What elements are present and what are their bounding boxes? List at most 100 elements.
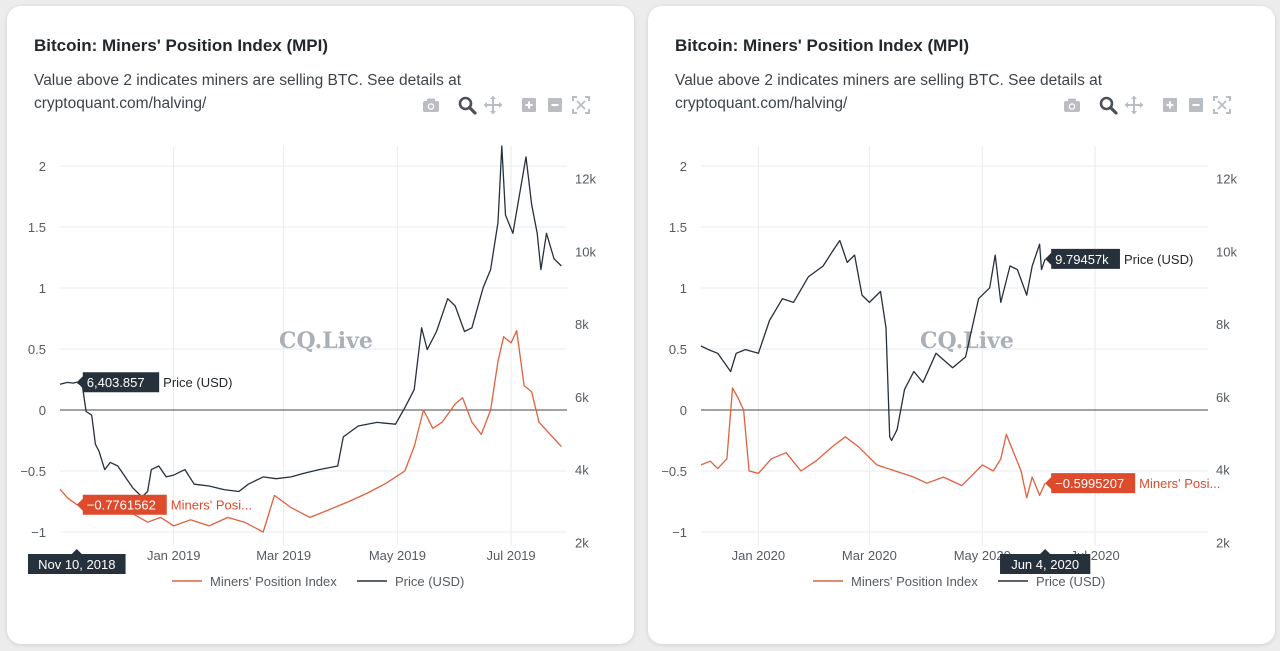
subtitle-link[interactable]: cryptoquant.com/halving/ (34, 95, 207, 112)
chart-card-right: Bitcoin: Miners' Position Index (MPI) Va… (648, 6, 1275, 644)
chart-title: Bitcoin: Miners' Position Index (MPI) (34, 36, 328, 55)
hover-mpi-value: −0.7761562 (87, 498, 156, 513)
y-right-tick-label: 10k (1216, 244, 1237, 259)
zoom-in-icon[interactable] (518, 94, 540, 116)
subtitle-link[interactable]: cryptoquant.com/halving/ (675, 95, 848, 112)
legend-item-price[interactable]: Price (USD) (998, 574, 1105, 589)
hover-date-box (1000, 549, 1091, 574)
autoscale-icon[interactable] (1211, 94, 1233, 116)
subtitle-line-1: Value above 2 indicates miners are selli… (34, 72, 462, 89)
x-tick-label: May 2020 (954, 548, 1011, 563)
hover-price-box (1045, 248, 1120, 269)
hover-date-box (27, 549, 126, 574)
y-left-tick-label: 1 (39, 281, 46, 296)
y-right-tick-label: 2k (575, 535, 589, 550)
legend: Miners' Position Index Price (USD) (813, 574, 1105, 589)
modebar (420, 94, 600, 116)
y-left-tick-label: 0 (680, 403, 687, 418)
mpi-line[interactable] (59, 330, 562, 533)
y-right-tick-label: 12k (575, 172, 596, 187)
legend-label-price: Price (USD) (395, 574, 464, 589)
hover-mpi: −0.7761562 Miners' Posi... (76, 494, 252, 515)
modebar (1061, 94, 1241, 116)
camera-icon[interactable] (1061, 94, 1083, 116)
y-left-tick-label: 1 (680, 281, 687, 296)
pan-icon[interactable] (1123, 94, 1145, 116)
hover-mpi-box (76, 494, 167, 515)
legend-item-mpi[interactable]: Miners' Position Index (813, 574, 978, 589)
y-left-tick-label: 2 (680, 159, 687, 174)
hover-price-label: Price (USD) (1124, 252, 1193, 267)
zoom-out-icon[interactable] (1185, 94, 1207, 116)
hover-price-label: Price (USD) (163, 375, 232, 390)
legend-item-price[interactable]: Price (USD) (357, 574, 464, 589)
hover-date-value: Nov 10, 2018 (38, 557, 115, 572)
chart-plot[interactable]: 2 1.5 1 0.5 0 −0.5 −1 12k 10k 8k 6k 4k 2k Jan 2020 Mar… (648, 6, 1275, 644)
autoscale-icon[interactable] (570, 94, 592, 116)
y-right-tick-label: 8k (1216, 317, 1230, 332)
chart-plot[interactable]: 2 1.5 1 0.5 0 −0.5 −1 12k 10k 8k 6k 4k 2k Jan 2019 Mar… (7, 6, 634, 644)
chart-card-left: Bitcoin: Miners' Position Index (MPI) Va… (7, 6, 634, 644)
x-tick-label: Mar 2020 (842, 548, 897, 563)
zoom-icon[interactable] (1097, 94, 1119, 116)
hover-date: Jun 4, 2020 (1000, 549, 1091, 574)
hover-date-value: Jun 4, 2020 (1011, 557, 1079, 572)
pan-icon[interactable] (482, 94, 504, 116)
y-right-tick-label: 8k (575, 317, 589, 332)
hover-date: Nov 10, 2018 (27, 549, 126, 574)
y-right-tick-label: 6k (1216, 390, 1230, 405)
x-tick-label: May 2019 (369, 548, 426, 563)
hover-mpi-value: −0.5995207 (1055, 476, 1124, 491)
y-left-tick-label: −0.5 (20, 464, 46, 479)
x-tick-label: Jul 2019 (487, 548, 536, 563)
y-left-tick-label: 1.5 (669, 220, 687, 235)
chart-subtitle: Value above 2 indicates miners are selli… (34, 69, 504, 115)
hover-price-box (76, 372, 160, 393)
mpi-line[interactable] (700, 387, 1046, 499)
hover-mpi: −0.5995207 Miners' Posi... (1045, 473, 1220, 494)
y-right-tick-label: 6k (575, 390, 589, 405)
legend-label-mpi: Miners' Position Index (210, 574, 337, 589)
y-left-tick-label: 1.5 (28, 220, 46, 235)
watermark-logo: CQ.Live (279, 328, 373, 354)
price-line[interactable] (59, 145, 562, 498)
x-tick-label: Jan 2019 (147, 548, 201, 563)
zoom-out-icon[interactable] (544, 94, 566, 116)
legend-label-mpi: Miners' Position Index (851, 574, 978, 589)
y-left-tick-label: 2 (39, 159, 46, 174)
y-left-tick-label: 0.5 (28, 342, 46, 357)
subtitle-line-1: Value above 2 indicates miners are selli… (675, 72, 1103, 89)
y-left-tick-label: −0.5 (661, 464, 687, 479)
hover-mpi-label: Miners' Posi... (171, 498, 252, 513)
hover-price: 9.79457k Price (USD) (1045, 248, 1193, 269)
legend-label-price: Price (USD) (1036, 574, 1105, 589)
legend: Miners' Position Index Price (USD) (172, 574, 464, 589)
y-axis-left: 2 1.5 1 0.5 0 −0.5 −1 (20, 159, 46, 540)
camera-icon[interactable] (420, 94, 442, 116)
legend-item-mpi[interactable]: Miners' Position Index (172, 574, 337, 589)
hover-price-value: 6,403.857 (87, 375, 145, 390)
y-right-tick-label: 12k (1216, 172, 1237, 187)
chart-title: Bitcoin: Miners' Position Index (MPI) (675, 36, 969, 55)
gridlines (701, 146, 1208, 546)
y-left-tick-label: −1 (31, 525, 46, 540)
hover-price: 6,403.857 Price (USD) (76, 372, 233, 393)
hover-mpi-box (1045, 473, 1136, 494)
y-right-tick-label: 4k (575, 463, 589, 478)
y-axis-right: 12k 10k 8k 6k 4k 2k (575, 172, 596, 551)
y-left-tick-label: 0 (39, 403, 46, 418)
hover-price-value: 9.79457k (1055, 252, 1109, 267)
y-axis-right: 12k 10k 8k 6k 4k 2k (1216, 172, 1237, 551)
x-tick-label: Jan 2020 (732, 548, 786, 563)
price-line[interactable] (700, 239, 1046, 442)
x-axis: Jan 2019 Mar 2019 May 2019 Jul 2019 (147, 548, 536, 563)
chart-subtitle: Value above 2 indicates miners are selli… (675, 69, 1145, 115)
zoom-icon[interactable] (456, 94, 478, 116)
y-right-tick-label: 10k (575, 244, 596, 259)
y-right-tick-label: 2k (1216, 535, 1230, 550)
zoom-in-icon[interactable] (1159, 94, 1181, 116)
y-right-tick-label: 4k (1216, 463, 1230, 478)
y-left-tick-label: 0.5 (669, 342, 687, 357)
y-left-tick-label: −1 (672, 525, 687, 540)
y-axis-left: 2 1.5 1 0.5 0 −0.5 −1 (661, 159, 687, 540)
